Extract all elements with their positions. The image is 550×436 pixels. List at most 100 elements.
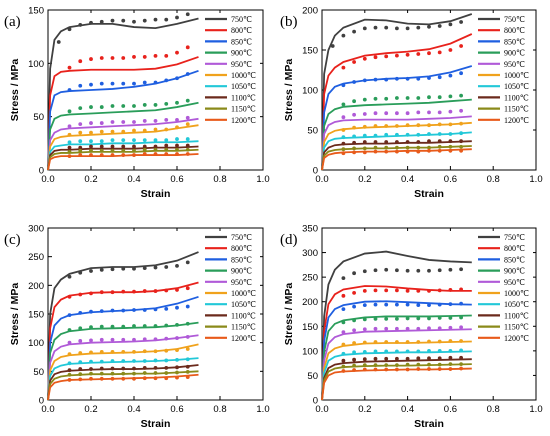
- data-point: [459, 131, 463, 136]
- series-line: [321, 13, 473, 171]
- data-point: [448, 325, 453, 330]
- x-tick-label: 1.0: [529, 404, 542, 415]
- data-point: [142, 349, 147, 354]
- data-point: [78, 153, 83, 157]
- data-point: [67, 145, 72, 150]
- data-point: [110, 153, 115, 157]
- data-point: [67, 140, 72, 145]
- legend-label: 850℃: [231, 255, 252, 264]
- data-point: [373, 55, 378, 60]
- data-point: [352, 290, 356, 295]
- data-point: [121, 120, 126, 124]
- data-point: [362, 349, 367, 354]
- data-point: [384, 317, 389, 321]
- data-point: [67, 27, 72, 32]
- data-point: [427, 289, 431, 293]
- data-point: [132, 371, 136, 376]
- data-point: [373, 288, 378, 293]
- data-point: [185, 370, 190, 374]
- x-tick-label: 1.0: [529, 174, 542, 185]
- data-point: [153, 80, 158, 85]
- data-point: [78, 360, 83, 365]
- data-point: [373, 317, 378, 321]
- data-point: [384, 302, 389, 307]
- data-point: [89, 367, 93, 371]
- data-point: [352, 341, 356, 345]
- data-point: [416, 149, 421, 154]
- data-point: [459, 44, 463, 48]
- data-point: [78, 130, 83, 135]
- data-point: [121, 366, 126, 371]
- data-point: [384, 340, 389, 344]
- data-point: [185, 45, 190, 50]
- data-point: [459, 301, 463, 306]
- data-point: [153, 119, 158, 123]
- legend-label: 900℃: [504, 267, 525, 276]
- data-point: [110, 267, 115, 272]
- data-point: [448, 144, 453, 149]
- data-point: [395, 96, 399, 100]
- legend-label: 1050℃: [231, 300, 256, 309]
- data-point: [142, 152, 147, 156]
- legend-label: 800℃: [504, 26, 525, 35]
- y-tick-label: 300: [28, 224, 44, 235]
- y-tick-label: 50: [33, 112, 44, 123]
- y-tick-label: 0: [313, 396, 318, 407]
- data-point: [427, 326, 431, 331]
- data-point: [164, 147, 169, 152]
- x-tick-label: 0.2: [358, 174, 371, 185]
- data-point: [427, 356, 431, 361]
- data-point: [99, 129, 104, 134]
- data-point: [448, 94, 453, 99]
- y-tick-label: 0: [39, 396, 44, 407]
- data-point: [99, 148, 104, 153]
- data-point: [142, 128, 147, 133]
- data-point: [405, 123, 410, 128]
- data-point: [427, 316, 431, 321]
- data-point: [110, 337, 115, 342]
- series-line: [47, 117, 199, 171]
- y-tick-label: 250: [28, 252, 44, 263]
- data-point: [352, 318, 356, 323]
- data-point: [110, 290, 115, 295]
- data-point: [89, 82, 93, 87]
- data-point: [405, 111, 410, 116]
- data-point: [459, 144, 463, 149]
- data-point: [459, 93, 463, 98]
- data-point: [373, 363, 378, 368]
- data-point: [67, 313, 72, 318]
- y-tick-label: 100: [302, 346, 318, 357]
- data-point: [427, 303, 431, 308]
- data-point: [132, 148, 136, 153]
- data-point: [99, 105, 104, 109]
- data-point: [164, 365, 169, 370]
- data-point: [142, 308, 147, 312]
- data-point: [153, 147, 158, 152]
- data-point: [121, 359, 126, 363]
- data-point: [121, 144, 126, 149]
- data-point: [373, 25, 378, 30]
- y-tick-label: 50: [307, 371, 318, 382]
- data-point: [427, 348, 431, 353]
- series-line: [47, 140, 199, 171]
- data-point: [416, 132, 421, 137]
- data-point: [89, 139, 93, 144]
- series-line: [321, 33, 473, 171]
- legend-label: 950℃: [504, 60, 525, 69]
- data-point: [405, 356, 410, 361]
- data-point: [416, 76, 421, 81]
- data-point: [99, 139, 104, 144]
- legend-label: 750℃: [231, 15, 252, 24]
- data-point: [427, 51, 431, 56]
- series-line: [321, 328, 472, 401]
- data-point: [164, 371, 169, 375]
- data-point: [110, 56, 115, 60]
- data-point: [142, 119, 147, 123]
- data-point: [448, 22, 453, 27]
- data-point: [99, 366, 104, 371]
- data-point: [89, 148, 93, 153]
- data-point: [175, 357, 179, 362]
- data-point: [142, 138, 147, 143]
- data-point: [153, 17, 158, 22]
- legend-label: 1200℃: [231, 334, 256, 343]
